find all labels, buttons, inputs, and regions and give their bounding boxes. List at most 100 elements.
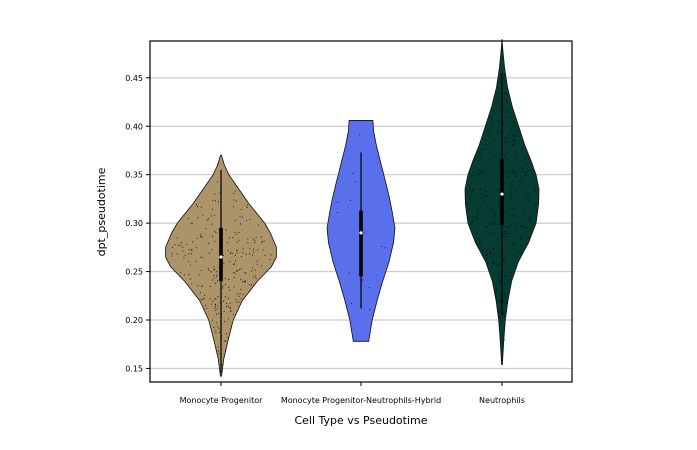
data-point (214, 193, 216, 195)
data-point (218, 327, 220, 329)
data-point (210, 303, 212, 305)
data-point (214, 298, 216, 300)
data-point (511, 244, 513, 246)
data-point (263, 240, 265, 242)
data-point (216, 308, 218, 310)
data-point (493, 167, 495, 169)
data-point (513, 139, 515, 141)
data-point (514, 222, 516, 224)
data-point (196, 237, 198, 239)
data-point (490, 252, 491, 254)
data-point (249, 253, 250, 255)
data-point (253, 248, 255, 250)
data-point (202, 257, 204, 259)
data-point (479, 242, 481, 244)
data-point (244, 281, 246, 283)
data-point (496, 189, 498, 191)
data-point (500, 300, 502, 302)
data-point (369, 308, 371, 310)
data-point (494, 139, 496, 141)
data-point (224, 296, 226, 298)
data-point (176, 237, 178, 239)
data-point (216, 280, 218, 282)
data-point (188, 274, 190, 275)
data-point (215, 271, 217, 273)
data-point (523, 209, 524, 211)
data-point (385, 247, 386, 249)
data-point (528, 194, 530, 196)
data-point (504, 275, 506, 277)
x-tick-label: Monocyte Progenitor-Neutrophils-Hybrid (281, 396, 441, 405)
data-point (208, 252, 210, 254)
data-point (197, 205, 198, 207)
data-point (215, 332, 217, 334)
data-point (495, 290, 497, 292)
data-point (497, 277, 499, 279)
data-point (212, 300, 214, 302)
data-point (521, 225, 522, 227)
data-point (490, 209, 492, 211)
data-point (251, 270, 253, 272)
data-point (235, 254, 236, 256)
data-point (502, 301, 504, 303)
data-point (208, 243, 210, 244)
data-point (219, 332, 220, 333)
data-point (510, 151, 512, 153)
data-point (504, 284, 505, 286)
data-point (254, 242, 256, 244)
data-point (228, 318, 230, 320)
data-point (182, 250, 184, 252)
y-axis-title: dpt_pseudotime (95, 167, 108, 256)
data-point (518, 169, 520, 171)
data-point (498, 275, 500, 277)
data-point (496, 287, 498, 289)
data-point (189, 264, 191, 266)
data-point (228, 306, 230, 307)
data-point (500, 92, 502, 94)
data-point (482, 197, 484, 199)
data-point (214, 306, 216, 308)
data-point (503, 74, 505, 75)
data-point (476, 217, 477, 219)
data-point (529, 220, 531, 222)
data-point (242, 252, 244, 254)
data-point (250, 284, 252, 286)
data-point (496, 239, 498, 241)
data-point (503, 258, 505, 260)
data-point (502, 312, 504, 314)
data-point (503, 339, 505, 341)
data-point (171, 255, 173, 257)
data-point (214, 268, 216, 270)
data-point (483, 194, 485, 196)
data-point (512, 208, 514, 209)
data-point (200, 291, 201, 293)
data-point (209, 286, 211, 288)
data-point (512, 144, 514, 146)
data-point (530, 169, 532, 171)
data-point (337, 201, 339, 203)
data-point (476, 215, 477, 217)
data-point (249, 219, 251, 221)
data-point (513, 170, 514, 171)
data-point (479, 240, 481, 242)
data-point (264, 254, 266, 256)
data-point (246, 207, 248, 208)
data-point (476, 211, 478, 213)
data-point (244, 272, 246, 274)
data-point (534, 187, 536, 189)
data-point (216, 313, 218, 315)
data-point (234, 272, 236, 274)
data-point (526, 227, 527, 229)
data-point (215, 303, 217, 305)
data-point (528, 170, 530, 172)
data-point (232, 252, 234, 254)
x-tick-label: Neutrophils (479, 396, 525, 405)
data-point (496, 265, 497, 266)
data-point (480, 170, 482, 172)
data-point (233, 206, 235, 208)
data-point (492, 254, 494, 256)
data-point (214, 214, 216, 216)
data-point (528, 175, 530, 177)
data-point (224, 320, 226, 322)
data-point (491, 109, 493, 111)
